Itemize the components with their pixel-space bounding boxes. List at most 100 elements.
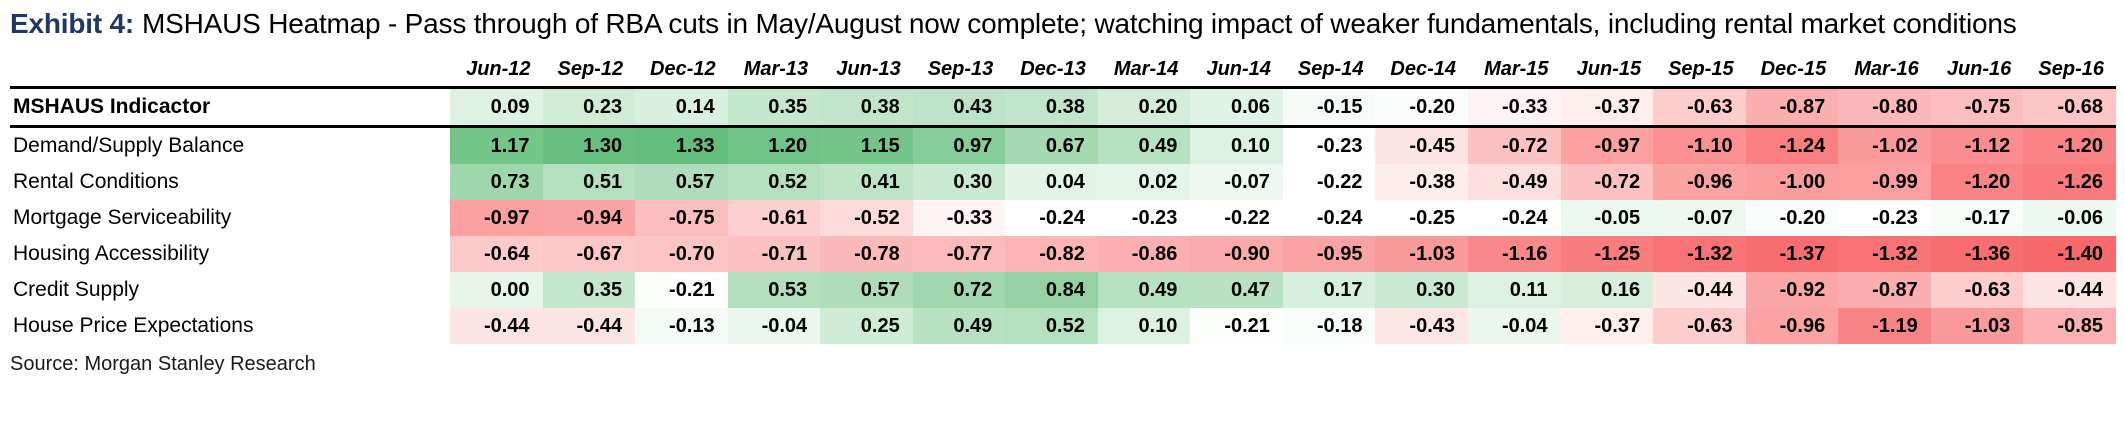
heatmap-cell: 0.49 [1097, 272, 1191, 309]
heatmap-cell: -0.18 [1282, 308, 1376, 345]
column-header: Sep-13 [912, 55, 1006, 90]
heatmap-cell: -1.12 [1930, 126, 2024, 165]
row-label: Rental Conditions [10, 164, 450, 201]
table-row: House Price Expectations -0.44 -0.44 -0.13-… [10, 308, 2116, 345]
heatmap-cell: 0.16 [1560, 272, 1654, 309]
heatmap-cell: -1.19 [1838, 308, 1931, 345]
heatmap-table: Jun-12 Sep-12 Dec-12 Mar-13 Jun-13 Sep-13 Dec-… [10, 55, 2116, 345]
heatmap-cell: -0.24 [1005, 200, 1098, 237]
heatmap-cell: 1.17 [450, 126, 543, 165]
column-header: Dec-15 [1745, 55, 1839, 90]
heatmap-cell: -0.24 [1282, 200, 1376, 237]
heatmap-cell: -1.25 [1560, 236, 1654, 273]
heatmap-cell: 0.52 [727, 164, 821, 201]
heatmap-cell: -0.13 [635, 308, 728, 345]
heatmap-cell: 1.15 [820, 126, 913, 165]
heatmap-cell: -1.40 [2023, 236, 2116, 273]
column-header: Jun-13 [820, 55, 913, 90]
heatmap-cell: -0.44 [450, 308, 543, 345]
exhibit-page: Exhibit 4: MSHAUS Heatmap - Pass through … [0, 6, 2125, 422]
heatmap-cell: -0.07 [1190, 164, 1283, 201]
heatmap-cell: -0.45 [1375, 126, 1469, 165]
heatmap-cell: 0.14 [635, 87, 728, 129]
heatmap-cell: -1.10 [1653, 126, 1746, 165]
heatmap-cell: -0.72 [1560, 164, 1654, 201]
heatmap-cell: -0.63 [1930, 272, 2024, 309]
column-header: Dec-13 [1005, 55, 1098, 90]
heatmap-cell: -1.36 [1930, 236, 2024, 273]
heatmap-cell: -0.33 [912, 200, 1006, 237]
column-header: Jun-16 [1930, 55, 2024, 90]
row-label: Demand/Supply Balance [10, 126, 450, 165]
heatmap-cell: -0.33 [1468, 87, 1561, 129]
exhibit-title: Exhibit 4: MSHAUS Heatmap - Pass through … [10, 6, 2055, 42]
heatmap-cell: 0.97 [912, 126, 1006, 165]
heatmap-cell: 0.35 [542, 272, 636, 309]
heatmap-cell: -1.02 [1838, 126, 1931, 165]
row-label-header [10, 55, 450, 90]
heatmap-cell: -0.92 [1745, 272, 1839, 309]
heatmap-cell: -0.68 [2023, 87, 2116, 129]
column-header: Mar-16 [1838, 55, 1931, 90]
column-header: Mar-13 [727, 55, 821, 90]
heatmap-cell: -0.71 [727, 236, 821, 273]
heatmap-cell: -0.44 [542, 308, 636, 345]
heatmap-cell: -1.20 [1930, 164, 2024, 201]
column-header: Sep-14 [1282, 55, 1376, 90]
heatmap-cell: -0.44 [2023, 272, 2116, 309]
heatmap-cell: -0.87 [1838, 272, 1931, 309]
table-row: Rental Conditions 0.73 0.51 0.57 0.52 0.41 0.3… [10, 164, 2116, 201]
column-header: Jun-12 [450, 55, 543, 90]
heatmap-cell: -1.32 [1838, 236, 1931, 273]
row-label: Housing Accessibility [10, 236, 450, 273]
heatmap-cell: -0.95 [1282, 236, 1376, 273]
header-row: Jun-12 Sep-12 Dec-12 Mar-13 Jun-13 Sep-13 Dec-… [10, 55, 2116, 90]
heatmap-cell: -0.04 [727, 308, 821, 345]
heatmap-cell: 0.10 [1190, 126, 1283, 165]
heatmap-cell: -0.97 [450, 200, 543, 237]
heatmap-cell: 1.30 [542, 126, 636, 165]
heatmap-cell: -0.49 [1468, 164, 1561, 201]
heatmap-cell: -0.70 [635, 236, 728, 273]
heatmap-cell: -0.87 [1745, 87, 1839, 129]
heatmap-cell: -0.77 [912, 236, 1006, 273]
heatmap-cell: 0.84 [1005, 272, 1098, 309]
heatmap-cell: -0.96 [1745, 308, 1839, 345]
heatmap-cell: 0.53 [727, 272, 821, 309]
column-header: Dec-14 [1375, 55, 1469, 90]
heatmap-cell: 0.57 [635, 164, 728, 201]
heatmap-cell: -0.75 [635, 200, 728, 237]
heatmap-cell: 0.49 [912, 308, 1006, 345]
heatmap-cell: 0.73 [450, 164, 543, 201]
heatmap-cell: -0.85 [2023, 308, 2116, 345]
heatmap-cell: -0.20 [1745, 200, 1839, 237]
heatmap-cell: -0.24 [1468, 200, 1561, 237]
heatmap-cell: 1.33 [635, 126, 728, 165]
heatmap-cell: -0.64 [450, 236, 543, 273]
heatmap-cell: -0.63 [1653, 308, 1746, 345]
heatmap-cell: -0.80 [1838, 87, 1931, 129]
heatmap-cell: 0.38 [1005, 87, 1098, 129]
heatmap-cell: 0.23 [542, 87, 636, 129]
heatmap-cell: 0.38 [820, 87, 913, 129]
heatmap-cell: -0.20 [1375, 87, 1469, 129]
heatmap-cell: -0.38 [1375, 164, 1469, 201]
heatmap-cell: -1.24 [1745, 126, 1839, 165]
row-label: House Price Expectations [10, 308, 450, 345]
heatmap-cell: -0.90 [1190, 236, 1283, 273]
row-label: Mortgage Serviceability [10, 200, 450, 237]
heatmap-cell: -0.06 [2023, 200, 2116, 237]
heatmap-cell: -0.07 [1653, 200, 1746, 237]
heatmap-cell: -0.05 [1560, 200, 1654, 237]
heatmap-cell: 0.57 [820, 272, 913, 309]
heatmap-cell: -0.96 [1653, 164, 1746, 201]
heatmap-cell: 0.49 [1097, 126, 1191, 165]
exhibit-label: Exhibit 4: [10, 8, 135, 39]
column-header: Dec-12 [635, 55, 728, 90]
table-row: Credit Supply 0.00 0.35 -0.21 0.53 0.57 0.72 0.… [10, 272, 2116, 309]
heatmap-cell: -0.22 [1282, 164, 1376, 201]
source-note: Source: Morgan Stanley Research [10, 353, 316, 376]
heatmap-cell: 0.17 [1282, 272, 1376, 309]
heatmap-cell: -0.67 [542, 236, 636, 273]
heatmap-cell: 0.04 [1005, 164, 1098, 201]
